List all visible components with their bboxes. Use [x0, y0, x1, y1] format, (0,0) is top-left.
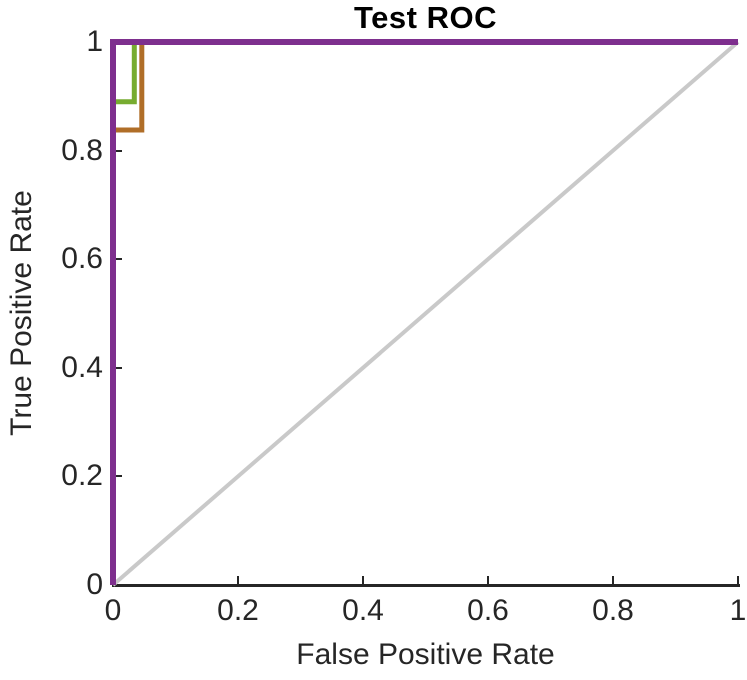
- x-tick-label: 0.6: [467, 594, 509, 627]
- roc-curve-purple: [110, 39, 738, 585]
- roc-curves-plot: [110, 39, 740, 587]
- x-tick-mark: [612, 576, 614, 584]
- y-tick-mark: [114, 475, 122, 478]
- y-tick-mark: [114, 149, 122, 152]
- x-tick-mark: [112, 576, 114, 584]
- y-axis-label: True Positive Rate: [5, 190, 38, 436]
- y-tick-label: 0.4: [61, 350, 103, 384]
- y-tick-mark: [114, 584, 122, 586]
- y-tick-mark: [114, 366, 122, 369]
- reference-diagonal: [111, 40, 740, 587]
- roc-curve-green: [110, 39, 738, 585]
- chart-title: Test ROC: [354, 0, 497, 35]
- x-tick-label: 0: [104, 594, 122, 627]
- x-tick-mark: [362, 576, 364, 584]
- x-tick-label: 0.8: [592, 594, 634, 627]
- x-tick-label: 0.4: [342, 594, 384, 627]
- y-tick-label: 0.6: [61, 242, 103, 276]
- x-tick-mark: [237, 576, 239, 584]
- x-axis-label: False Positive Rate: [296, 638, 555, 671]
- x-axis-line: [112, 584, 740, 587]
- y-tick-label: 1: [86, 25, 103, 58]
- y-tick-label: 0.8: [61, 133, 103, 167]
- y-tick-label: 0.2: [61, 459, 103, 493]
- x-tick-mark: [487, 576, 489, 584]
- x-tick-mark: [737, 576, 739, 584]
- y-tick-mark: [114, 258, 122, 261]
- y-tick-mark: [114, 41, 122, 43]
- x-tick-label: 1: [729, 594, 747, 627]
- y-tick-label: 0: [86, 568, 103, 601]
- roc-curve-orange: [110, 39, 738, 585]
- x-tick-label: 0.2: [217, 594, 259, 627]
